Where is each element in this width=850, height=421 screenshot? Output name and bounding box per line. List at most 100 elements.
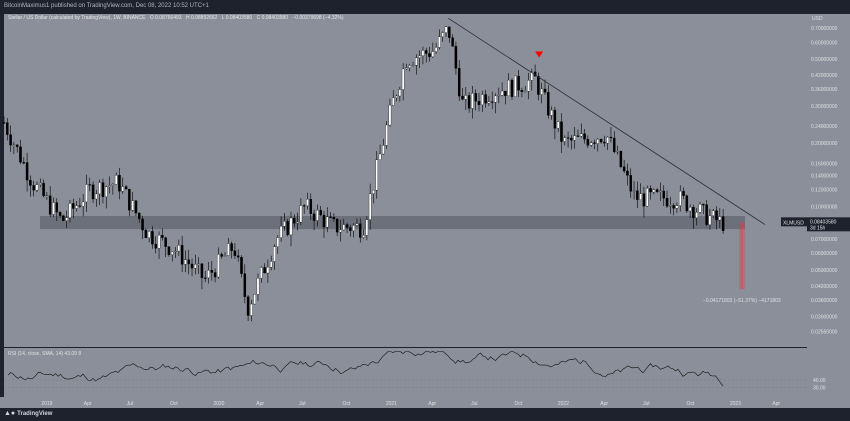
candle-body [481,94,484,105]
candle-body [187,259,190,265]
candle-body [636,190,639,200]
candle-body [240,257,243,274]
rsi-legend: RSI (14, close, SMA, 14) 43.09 8 [8,351,81,357]
candle-body [260,267,263,279]
candle-body [695,212,698,219]
candle-body [29,179,32,186]
candle-body [500,90,504,96]
support-zone [40,216,745,230]
candle-body [9,134,12,146]
candle-body [589,142,593,146]
candle-body [454,46,458,69]
candle-body [190,263,194,269]
candle-body [68,203,72,218]
high-value: H 0.08892662 [185,15,218,21]
candle-body [431,51,435,57]
candle-body [570,137,573,141]
candle-body [349,227,352,231]
candle-body [118,175,121,192]
close-value: C 0.08403580 [256,15,288,21]
candle-body [134,200,138,214]
symbol-tag [781,217,807,227]
candle-body [573,135,576,141]
time-tick-label: 2020 [213,401,224,407]
candle-body [355,223,359,226]
candle-body [378,153,382,160]
candle-body [652,189,656,193]
candle-body [81,201,85,207]
candle-body [461,95,464,100]
currency-label: USD [812,16,823,22]
time-tick-label: Oct [170,401,178,407]
candle-body [474,93,477,102]
candle-body [220,254,223,257]
candle-body [233,250,237,256]
candle-body [210,270,214,273]
candle-body [698,204,702,213]
candle-body [368,193,372,220]
candle-body [428,53,431,57]
price-tick-label: 0.50000000 [811,57,838,63]
candle-body [688,207,692,212]
time-tick-label: Jul [299,401,305,407]
current-price-tag [807,217,850,232]
candle-body [19,146,22,163]
candle-body [642,193,646,207]
price-tick-label: 0.07000000 [811,237,838,243]
candle-body [599,139,603,143]
chart-area[interactable]: −0.04171803 (−51.37%) −4171803 USD 0.7000… [0,12,850,408]
candle-body [197,263,200,265]
candle-body [174,250,177,253]
candle-body [645,188,649,207]
candle-body [332,216,336,220]
price-chart[interactable]: −0.04171803 (−51.37%) −4171803 USD 0.7000… [0,12,850,408]
candle-body [339,229,342,233]
price-tick-label: 0.05000000 [811,268,838,274]
candle-body [494,95,497,103]
candle-body [382,145,385,155]
candle-body [266,267,270,274]
symbol-text: XLMUSD [783,220,804,226]
candle-body [296,221,299,224]
candle-body [487,101,491,104]
price-axis[interactable]: USD 0.70000000 0.60000000 0.50000000 0.42000… [811,16,838,392]
candle-body [662,190,665,199]
candle-body [91,184,95,200]
price-axis-bg [807,14,850,397]
candle-body [164,237,167,247]
time-tick-label: Oct [342,401,350,407]
time-tick-label: 2022 [558,401,569,407]
candle-body [289,217,293,236]
current-price-text: 0.08403580 [810,219,837,225]
candle-body [184,259,187,265]
candle-body [517,75,520,91]
candle-body [250,303,253,316]
candle-body [236,255,240,258]
candle-body [6,122,9,135]
price-tick-label: 0.70000000 [811,26,838,32]
candle-body [603,141,606,144]
candle-body [273,246,276,262]
red-arrow-icon [535,51,544,58]
candle-body [593,142,596,144]
tradingview-logo[interactable]: ▲● TradingView [4,410,52,417]
candle-body [711,210,715,216]
candle-body [527,80,530,92]
time-tick-label: Jul [471,401,477,407]
candle-body [253,294,256,305]
candle-body [35,184,39,191]
candle-body [398,89,402,97]
candle-body [62,215,65,221]
price-tick-label: 0.60000000 [811,40,838,46]
trendline[interactable] [448,17,766,225]
time-tick-label: Apr [256,401,264,407]
candle-body [418,55,421,58]
candle-body [101,182,105,197]
candle-body [75,205,78,209]
candle-body [424,50,428,54]
candle-body [721,216,725,231]
candle-body [401,68,405,90]
candle-body [560,121,563,142]
candle-body [180,245,184,265]
time-axis[interactable]: 2019 Apr Jul Oct 2020 Apr Jul Oct 2021 Apr Jul Oct 2… [41,401,780,407]
